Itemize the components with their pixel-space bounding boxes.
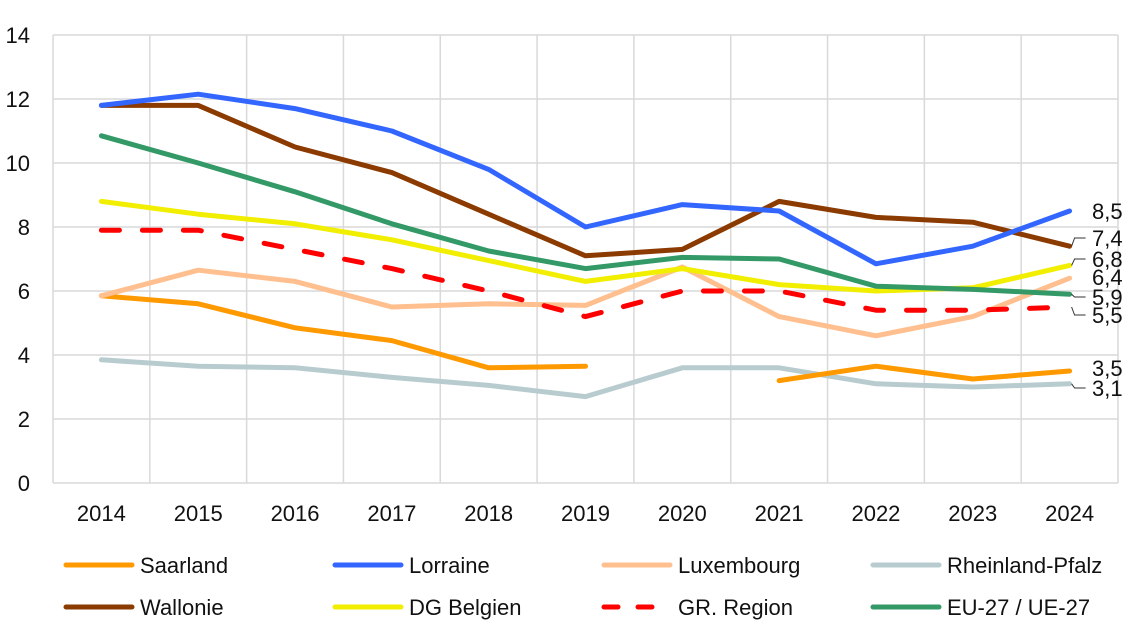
legend-item: Lorraine	[332, 553, 490, 578]
y-tick-label: 12	[6, 87, 30, 112]
end-value-label: 3,5	[1092, 356, 1123, 381]
y-axis-ticks: 0 2 4 6 8 10 12 14	[6, 23, 30, 496]
series-line-wallonie	[98, 102, 1073, 259]
y-tick-label: 8	[18, 215, 30, 240]
legend-label: EU-27 / UE-27	[947, 595, 1090, 620]
gridlines	[52, 34, 1119, 484]
end-value-label: 8,5	[1092, 199, 1123, 224]
y-tick-label: 0	[18, 471, 30, 496]
x-tick-label: 2022	[851, 501, 900, 526]
y-tick-label: 2	[18, 407, 30, 432]
end-value-label: 6,8	[1092, 247, 1123, 272]
series-line-saarland	[776, 363, 1073, 384]
legend-label: GR. Region	[678, 595, 793, 620]
series-line-saarland	[98, 293, 588, 371]
x-tick-label: 2017	[367, 501, 416, 526]
leader-line	[1071, 293, 1086, 298]
y-tick-label: 4	[18, 343, 30, 368]
end-value-label: 5,5	[1092, 303, 1123, 328]
y-tick-label: 10	[6, 151, 30, 176]
series-line-eu-27-ue-27	[98, 133, 1073, 297]
end-value-label: 7,4	[1092, 226, 1123, 251]
x-tick-label: 2023	[948, 501, 997, 526]
x-tick-label: 2018	[464, 501, 513, 526]
x-tick-label: 2019	[561, 501, 610, 526]
legend-label: Lorraine	[409, 553, 490, 578]
end-labels: 3,5 8,5 6,4 3,1 7,46,8 5,55,9	[1071, 199, 1123, 401]
series-line-rheinland-pfalz	[98, 357, 1073, 400]
legend-item: Luxembourg	[601, 553, 800, 578]
x-axis-ticks: 2014 2015 2016 2017 2018 2019 2020 2021 2022 2023…	[77, 501, 1094, 526]
legend-item: Rheinland-Pfalz	[870, 553, 1102, 578]
x-tick-label: 2024	[1045, 501, 1094, 526]
legend: Saarland Lorraine Luxembourg Rheinland-Pfal…	[63, 553, 1102, 620]
legend-label: Wallonie	[140, 595, 224, 620]
y-tick-label: 14	[6, 23, 30, 48]
x-tick-label: 2016	[271, 501, 320, 526]
y-tick-label: 6	[18, 279, 30, 304]
leader-line	[1071, 383, 1086, 389]
series-line-lorraine	[98, 91, 1073, 267]
legend-item: Saarland	[63, 553, 228, 578]
legend-item: EU-27 / UE-27	[870, 595, 1090, 620]
legend-label: Saarland	[140, 553, 228, 578]
leader-line	[1071, 258, 1086, 266]
legend-label: Luxembourg	[678, 553, 800, 578]
end-value-label: 5,9	[1092, 285, 1123, 310]
series-lines	[98, 91, 1073, 400]
legend-label: Rheinland-Pfalz	[947, 553, 1102, 578]
x-tick-label: 2015	[174, 501, 223, 526]
series-line-luxembourg	[98, 264, 1073, 339]
legend-item: Wallonie	[63, 595, 224, 620]
x-tick-label: 2014	[77, 501, 126, 526]
end-value-label: 3,1	[1092, 376, 1123, 401]
legend-item: GR. Region	[601, 595, 793, 620]
end-value-label: 6,4	[1092, 265, 1123, 290]
legend-item: DG Belgien	[332, 595, 522, 620]
x-tick-label: 2020	[658, 501, 707, 526]
series-line-gr-region	[98, 227, 1073, 320]
series-line-dg-belgien	[98, 198, 1073, 294]
x-tick-label: 2021	[755, 501, 804, 526]
leader-line	[1071, 237, 1086, 247]
leader-line	[1071, 306, 1086, 316]
legend-label: DG Belgien	[409, 595, 522, 620]
